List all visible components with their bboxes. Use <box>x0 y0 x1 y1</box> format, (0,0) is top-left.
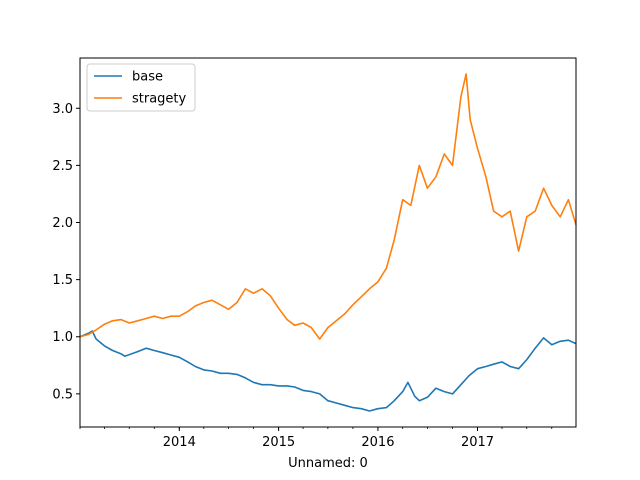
series-layer <box>79 73 577 412</box>
x-tick-label: 2017 <box>461 435 494 450</box>
y-tick-label: 2.0 <box>52 216 73 231</box>
y-tick-label: 0.5 <box>52 387 73 402</box>
y-tick-label: 2.5 <box>52 159 73 174</box>
y-tick-label: 1.5 <box>52 273 73 288</box>
series-line-stragety <box>79 73 577 340</box>
x-tick-label: 2015 <box>262 435 295 450</box>
y-axis: 0.5 1.0 1.5 2.0 2.5 3.0 <box>52 102 80 402</box>
series-line-base <box>79 330 577 412</box>
x-tick-label: 2014 <box>163 435 196 450</box>
y-tick-label: 3.0 <box>52 102 73 117</box>
legend-label: base <box>132 70 163 85</box>
x-tick-label: 2016 <box>361 435 394 450</box>
legend-label: stragety <box>132 92 187 107</box>
y-tick-label: 1.0 <box>52 330 73 345</box>
x-axis: 2014 2015 2016 2017 <box>79 427 553 450</box>
x-axis-label: Unnamed: 0 <box>288 456 368 471</box>
legend: base stragety <box>86 63 196 112</box>
plot-area <box>80 58 576 427</box>
